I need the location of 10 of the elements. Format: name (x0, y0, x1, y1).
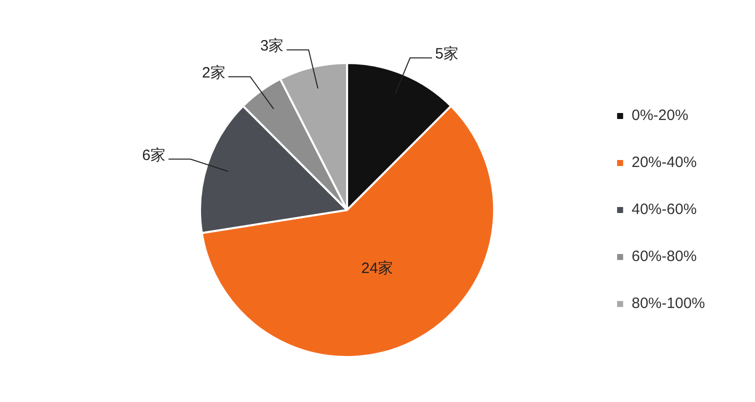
data-label: 3家 (260, 38, 284, 55)
legend-label: 40%-60% (632, 201, 697, 218)
legend-label: 80%-100% (632, 295, 706, 312)
data-label: 6家 (142, 146, 166, 164)
legend-label: 0%-20% (632, 107, 688, 124)
data-label: 24家 (361, 260, 393, 278)
data-label: 2家 (202, 64, 226, 82)
legend-label: 60%-80% (632, 248, 697, 266)
legend-label: 20%-40% (632, 154, 697, 172)
data-label: 5家 (435, 46, 458, 63)
